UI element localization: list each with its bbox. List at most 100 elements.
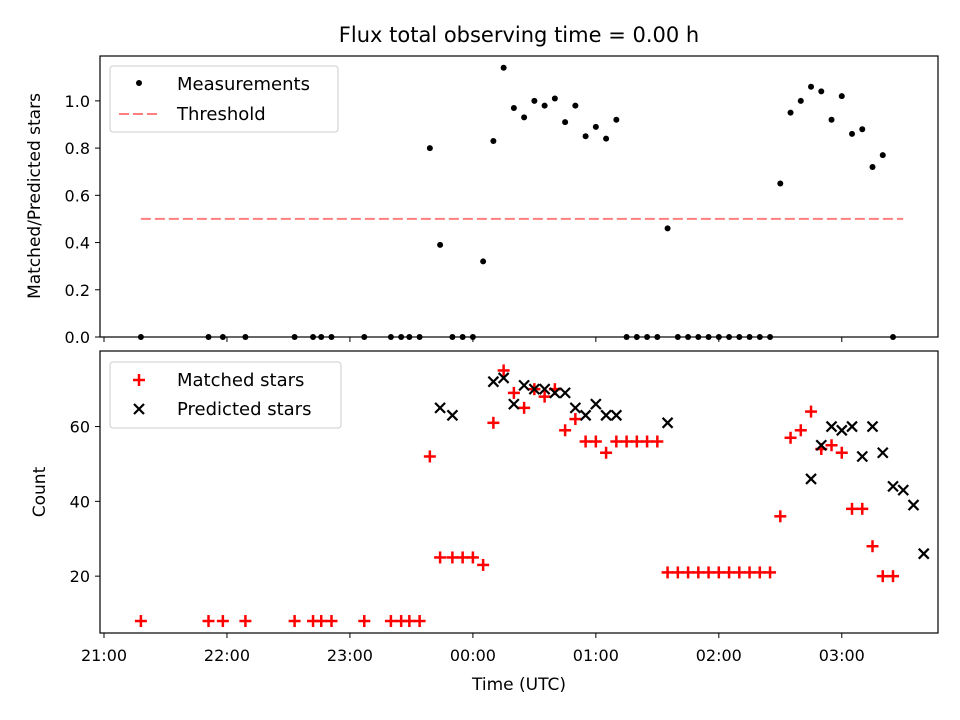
predicted-star-point [856,450,869,463]
matched-star-point [202,615,215,628]
measurement-point [426,145,433,152]
matched-star-point [856,502,869,515]
measurement-point [613,116,620,123]
predicted-star-point [815,439,828,452]
top-ytick-label: 0.2 [65,281,90,300]
matched-star-point [497,364,510,377]
matched-star-point [384,615,397,628]
predicted-star-point [528,383,541,395]
matched-star-point [600,446,613,459]
matched-star-point [288,615,301,628]
matched-star-point [538,390,551,403]
bottom-plot-area [134,364,930,628]
measurement-point [480,258,487,265]
bottom-panel-xlabel: Time (UTC) [471,675,566,695]
top-panel-ylabel: Matched/Predicted stars [25,93,45,299]
measurement-point [869,163,876,170]
measurement-point [510,104,517,111]
matched-star-point [702,566,715,579]
predicted-legend-label: Predicted stars [177,399,311,420]
bottom-xtick-label: 03:00 [819,646,865,665]
matched-star-point [413,615,426,628]
measurement-point [879,152,886,159]
top-ytick-label: 0.6 [65,186,90,205]
predicted-star-point [518,379,530,392]
matched-star-point [446,551,459,564]
predicted-star-point [907,499,920,511]
matched-star-point [692,566,705,579]
predicted-star-point [487,375,500,388]
measurement-point [849,130,856,137]
matched-star-point [134,615,147,628]
matched-star-point [315,615,328,628]
matched-star-point [671,566,684,579]
matched-star-point [216,615,229,628]
predicted-star-point [508,398,520,410]
matched-star-point [641,435,654,448]
predicted-star-point [897,484,910,496]
matched-star-point [876,570,889,583]
predicted-star-point [610,409,623,422]
matched-star-point [487,416,500,429]
bottom-ytick-label: 40 [70,492,90,511]
measurement-point [787,109,794,116]
matched-star-point [794,424,807,437]
measurement-point [562,119,569,126]
threshold-legend-label: Threshold [176,104,266,125]
matched-star-point [610,435,623,448]
matched-star-point [456,551,469,564]
measurement-point [818,88,825,95]
predicted-star-point [805,473,817,485]
measurement-point [838,93,845,100]
bottom-xticks: 21:00 22:00 23:00 00:00 01:00 02:00 03:00 [81,633,865,665]
top-plot-area [137,64,904,340]
predicted-star-point [846,420,858,433]
matched-star-point [477,558,490,571]
matched-star-point [434,551,447,564]
bottom-panel-frame [99,350,939,634]
measurement-point [664,225,671,232]
top-ytick-label: 0.0 [65,328,90,347]
measurement-point [531,97,538,104]
matched-star-point [630,435,643,448]
matched-star-point [835,446,848,459]
measurements-legend-marker [136,80,142,86]
bottom-yticks: 20 40 60 [70,418,100,586]
matched-star-point [825,439,838,452]
matched-star-point [651,435,664,448]
bottom-legend-box [109,361,342,429]
top-legend: Measurements Threshold [109,65,339,133]
predicted-star-point [590,398,602,410]
top-panel-frame [99,55,939,338]
measurement-point [437,241,444,248]
predicted-star-point [559,387,571,399]
predicted-star-point [835,424,848,437]
measurement-point [572,102,579,109]
top-ytick-label: 0.8 [65,139,90,158]
predicted-star-point [876,446,889,459]
bottom-ytick-label: 60 [70,418,90,437]
matched-star-point [846,502,859,515]
matched-star-point [466,551,479,564]
matched-star-point [569,413,582,426]
predicted-star-point [538,383,551,395]
matched-star-point [239,615,252,628]
matched-star-point [887,570,900,583]
matched-star-point [423,450,436,463]
matched-star-point [733,566,746,579]
matched-star-point [589,435,602,448]
bottom-panel-ylabel: Count [30,466,50,517]
predicted-star-point [866,420,879,433]
measurement-point [859,126,866,133]
predicted-legend-marker [133,403,145,415]
matched-star-point [774,510,787,523]
top-ytick-label: 1.0 [65,92,90,111]
predicted-star-point [434,402,446,414]
predicted-star-point [579,409,592,422]
matched-star-point [753,566,766,579]
matched-legend-label: Matched stars [177,370,304,391]
figure-title: Flux total observing time = 0.00 h [339,23,699,47]
bottom-xtick-label: 21:00 [81,646,127,665]
predicted-star-point [825,420,838,433]
bottom-xtick-label: 22:00 [204,646,250,665]
